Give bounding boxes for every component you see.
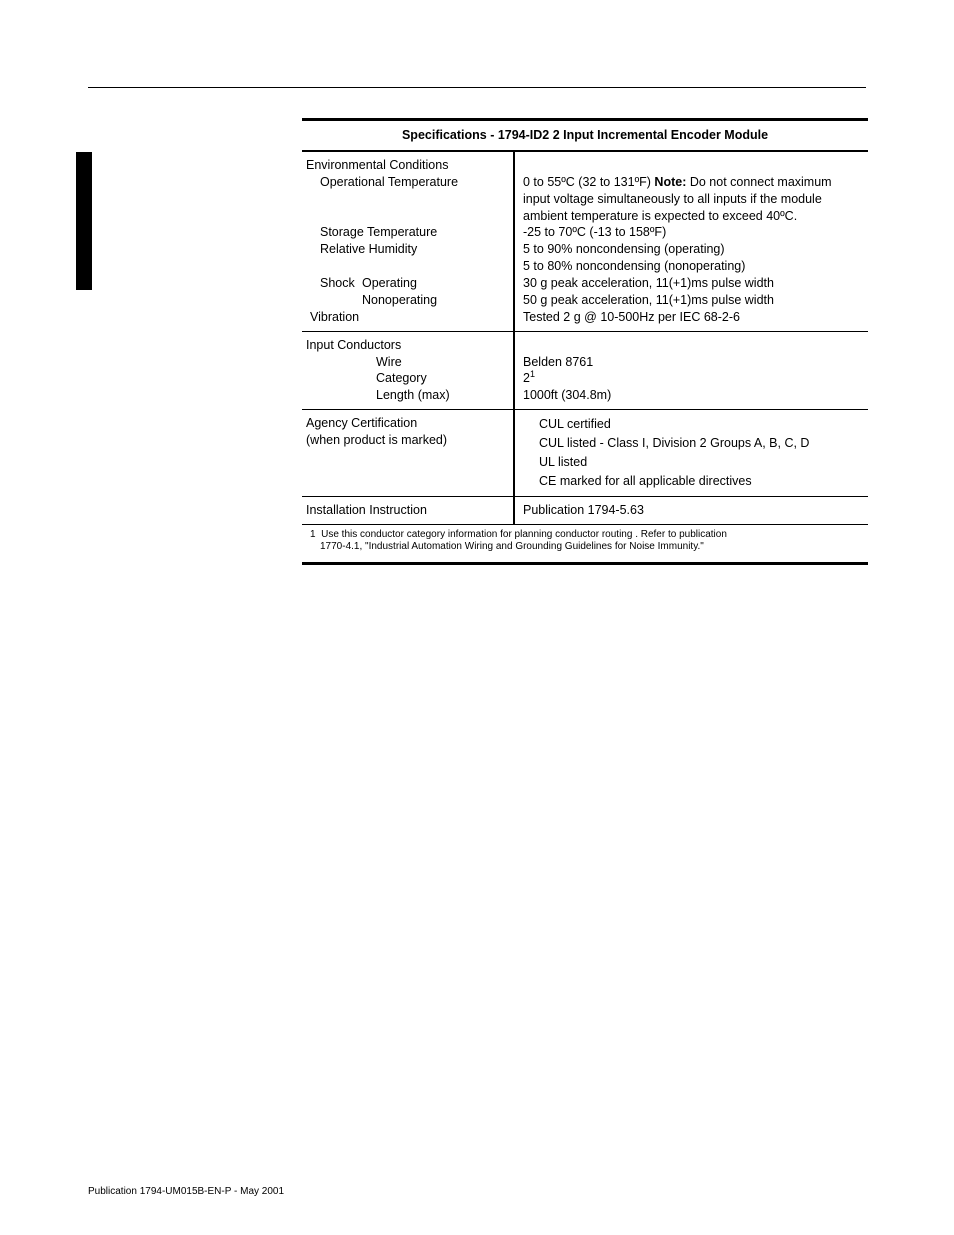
row-environmental: Environmental Conditions Operational Tem… (302, 151, 868, 331)
vib-value: Tested 2 g @ 10-500Hz per IEC 68-2-6 (523, 309, 860, 326)
op-temp-value: 0 to 55ºC (32 to 131ºF) Note: Do not con… (523, 175, 832, 223)
cert-item: CUL certified (539, 415, 860, 434)
row-conductors: Input Conductors Wire Category Length (m… (302, 331, 868, 410)
env-values: 0 to 55ºC (32 to 131ºF) Note: Do not con… (514, 151, 868, 331)
wire-value: Belden 8761 (523, 354, 860, 371)
row-footnote: 1 Use this conductor category informatio… (302, 524, 868, 563)
shock-nonop-label: Nonoperating (362, 292, 437, 309)
agency-label: Agency Certification (when product is ma… (302, 410, 514, 497)
cert-item: CE marked for all applicable directives (539, 472, 860, 491)
table-title: Specifications - 1794-ID2 2 Input Increm… (302, 120, 868, 151)
env-heading: Environmental Conditions (306, 158, 448, 172)
cat-label: Category (306, 370, 509, 387)
storage-label: Storage Temperature (306, 224, 509, 241)
row-agency: Agency Certification (when product is ma… (302, 410, 868, 497)
op-temp-label: Operational Temperature (306, 174, 509, 191)
install-value: Publication 1794-5.63 (514, 496, 868, 524)
side-tab (76, 152, 92, 290)
shock-op-value: 30 g peak acceleration, 11(+1)ms pulse w… (523, 275, 860, 292)
shock-op-line: Shock Operating (306, 275, 509, 292)
cat-value: 21 (523, 370, 860, 387)
len-value: 1000ft (304.8m) (523, 387, 860, 404)
spec-table: Specifications - 1794-ID2 2 Input Increm… (302, 118, 868, 565)
note-label: Note: (654, 175, 686, 189)
install-label: Installation Instruction (302, 496, 514, 524)
row-install: Installation Instruction Publication 179… (302, 496, 868, 524)
conductors-values: Belden 8761 21 1000ft (304.8m) (514, 331, 868, 410)
len-label: Length (max) (306, 387, 509, 404)
conductors-heading: Input Conductors (306, 338, 401, 352)
footer: Publication 1794-UM015B-EN-P - May 2001 (88, 1186, 284, 1197)
env-labels: Environmental Conditions Operational Tem… (302, 151, 514, 331)
wire-label: Wire (306, 354, 509, 371)
cert-item: CUL listed - Class I, Division 2 Groups … (539, 434, 860, 453)
table-title-row: Specifications - 1794-ID2 2 Input Increm… (302, 120, 868, 151)
footnote: 1 Use this conductor category informatio… (302, 524, 868, 563)
rh-value-b: 5 to 80% noncondensing (nonoperating) (523, 258, 860, 275)
cert-item: UL listed (539, 453, 860, 472)
shock-nonop-line: Nonoperating (306, 292, 509, 309)
rh-label: Relative Humidity (306, 241, 509, 258)
agency-values: CUL certified CUL listed - Class I, Divi… (514, 410, 868, 497)
header-rule (88, 87, 866, 88)
vib-label: Vibration (306, 310, 359, 324)
rh-value-a: 5 to 90% noncondensing (operating) (523, 241, 860, 258)
storage-value: -25 to 70ºC (-13 to 158ºF) (523, 224, 860, 241)
conductors-labels: Input Conductors Wire Category Length (m… (302, 331, 514, 410)
shock-op-label: Operating (362, 275, 417, 292)
shock-label: Shock (306, 275, 362, 292)
shock-nonop-value: 50 g peak acceleration, 11(+1)ms pulse w… (523, 292, 860, 309)
